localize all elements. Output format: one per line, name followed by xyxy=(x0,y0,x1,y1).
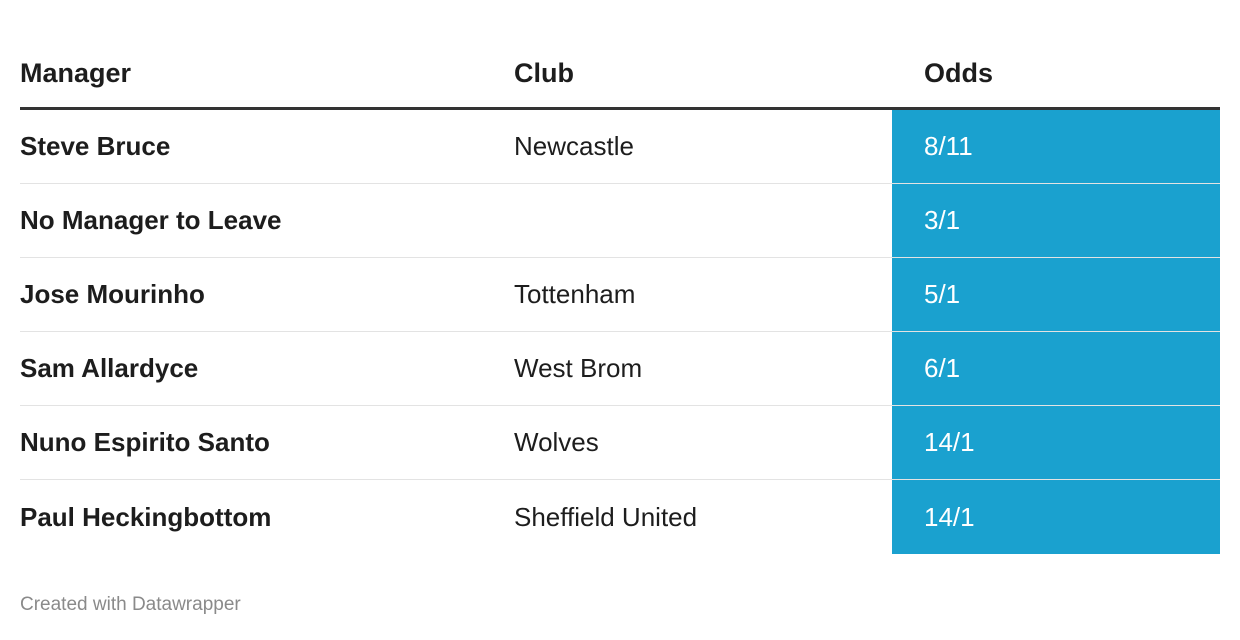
odds-cell: 8/11 xyxy=(892,110,1220,183)
table-row: Paul Heckingbottom Sheffield United 14/1 xyxy=(20,480,1220,554)
odds-cell: 6/1 xyxy=(892,332,1220,405)
table-row: Nuno Espirito Santo Wolves 14/1 xyxy=(20,406,1220,480)
header-cell: Club xyxy=(514,58,574,88)
table-cell: Nuno Espirito Santo xyxy=(20,427,270,457)
header-cell: Manager xyxy=(20,58,132,88)
table-row: Jose Mourinho Tottenham 5/1 xyxy=(20,258,1220,332)
table-row: No Manager to Leave 3/1 xyxy=(20,184,1220,258)
odds-cell: 14/1 xyxy=(892,480,1220,554)
table-cell: Paul Heckingbottom xyxy=(20,501,272,532)
table-cell: West Brom xyxy=(514,353,643,383)
table-cell: Jose Mourinho xyxy=(20,279,205,309)
table: Manager Club Odds Steve Bruce Newcastle 8/11 N… xyxy=(20,40,1220,554)
table-cell: Steve Bruce xyxy=(20,131,171,161)
table-row: Sam Allardyce West Brom 6/1 xyxy=(20,332,1220,406)
header-row: Manager Club Odds xyxy=(20,40,1220,110)
table-cell: Wolves xyxy=(514,427,599,457)
table-cell: Sam Allardyce xyxy=(20,353,199,383)
table-cell: Sheffield United xyxy=(514,501,698,532)
header-cell: Odds xyxy=(924,58,994,88)
odds-cell: 3/1 xyxy=(892,184,1220,257)
odds-cell: 14/1 xyxy=(892,406,1220,479)
table-cell: Newcastle xyxy=(514,131,634,161)
table-row: Steve Bruce Newcastle 8/11 xyxy=(20,110,1220,184)
table-cell: No Manager to Leave xyxy=(20,205,282,235)
table-cell: Tottenham xyxy=(514,279,636,309)
footer: Created with Datawrapper xyxy=(20,594,241,615)
odds-cell: 5/1 xyxy=(892,258,1220,331)
